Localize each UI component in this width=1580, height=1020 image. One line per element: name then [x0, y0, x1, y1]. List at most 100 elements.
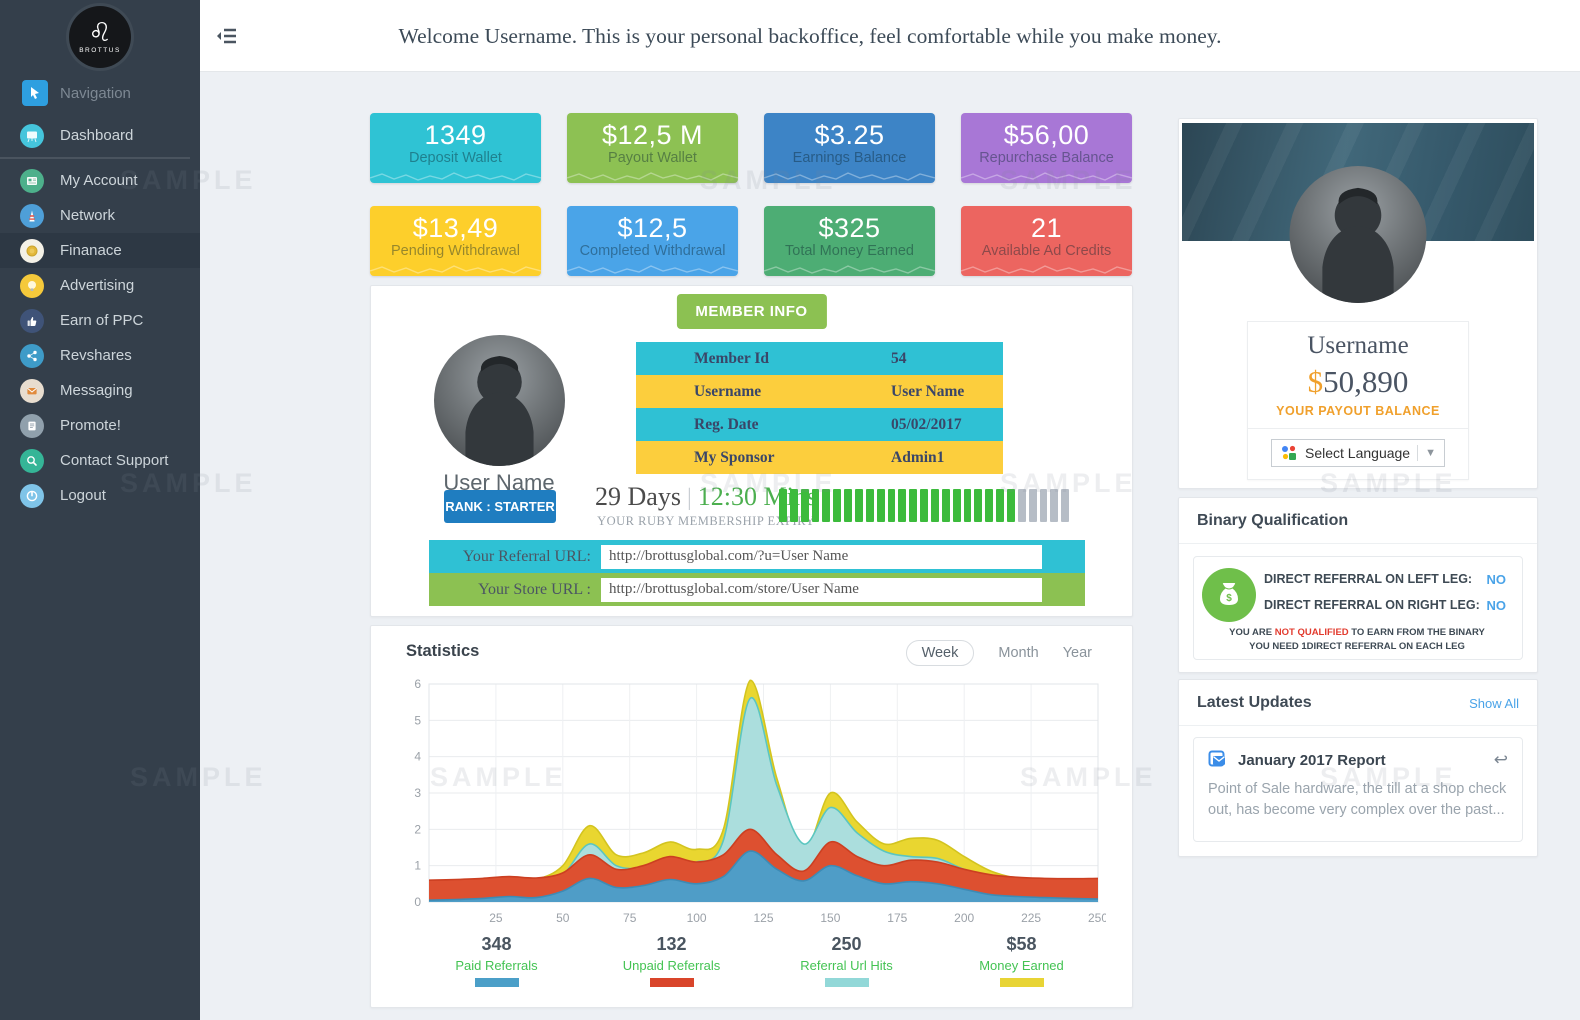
- progress-segment: [1050, 489, 1059, 522]
- sidebar-item-dashboard[interactable]: Dashboard: [0, 118, 200, 153]
- right-leg-status: NO: [1486, 597, 1507, 613]
- table-row: Member Id 54: [636, 342, 1003, 375]
- legend-referral-url-hits: 250 Referral Url Hits: [759, 934, 934, 987]
- svg-text:100: 100: [687, 911, 707, 925]
- table-row: Reg. Date 05/02/2017: [636, 408, 1003, 441]
- member-avatar: [434, 335, 565, 466]
- sidebar-item-my-account[interactable]: My Account: [0, 163, 200, 198]
- tab-year[interactable]: Year: [1062, 645, 1092, 661]
- stat-card-repurchase-balance[interactable]: $56,00 Repurchase Balance: [961, 113, 1132, 183]
- store-url-input[interactable]: [601, 577, 1042, 602]
- stat-card-pending-withdrawal[interactable]: $13,49 Pending Withdrawal: [370, 206, 541, 276]
- payout-balance-caption: YOUR PAYOUT BALANCE: [1276, 404, 1440, 418]
- progress-segment: [844, 489, 853, 522]
- sidebar-item-messaging[interactable]: Messaging: [0, 373, 200, 408]
- right-leg-row: DIRECT REFERRAL ON RIGHT LEG: NO: [1264, 592, 1512, 618]
- table-row: My Sponsor Admin1: [636, 441, 1003, 474]
- legend-swatch: [474, 978, 519, 987]
- svg-text:0: 0: [414, 895, 421, 909]
- chart-legend: 348 Paid Referrals 132 Unpaid Referrals …: [409, 934, 1109, 987]
- svg-text:1: 1: [414, 859, 421, 873]
- svg-text:150: 150: [820, 911, 840, 925]
- progress-segment: [865, 489, 874, 522]
- update-card[interactable]: January 2017 Report ↩ Point of Sale hard…: [1193, 737, 1523, 842]
- promote-icon: [20, 413, 44, 438]
- expiry-caption: YOUR RUBY MEMBERSHIP EXPIRY: [597, 514, 815, 528]
- member-info-badge: MEMBER INFO: [676, 294, 827, 329]
- sidebar-item-promote[interactable]: Promote!: [0, 408, 200, 443]
- sparkline-icon: [567, 265, 738, 274]
- messaging-icon: [20, 378, 44, 403]
- sparkline-icon: [764, 172, 935, 181]
- logout-icon: [20, 483, 44, 508]
- sidebar-item-contact-support[interactable]: Contact Support: [0, 443, 200, 478]
- logo-text: BROTTUS: [79, 47, 121, 54]
- svg-text:25: 25: [489, 911, 503, 925]
- dashboard-icon: [20, 123, 44, 148]
- sidebar-item-network[interactable]: Network: [0, 198, 200, 233]
- svg-text:175: 175: [887, 911, 907, 925]
- referral-url-row: Your Referral URL:: [429, 540, 1085, 573]
- legend-money-earned: $58 Money Earned: [934, 934, 1109, 987]
- statistics-tabs: Week Month Year: [905, 640, 1092, 666]
- show-all-link[interactable]: Show All: [1469, 696, 1519, 711]
- svg-text:75: 75: [623, 911, 637, 925]
- table-row: Username User Name: [636, 375, 1003, 408]
- progress-segment: [1061, 489, 1070, 522]
- stat-card-deposit-wallet[interactable]: 1349 Deposit Wallet: [370, 113, 541, 183]
- sidebar-item-earn-of-ppc[interactable]: Earn of PPC: [0, 303, 200, 338]
- svg-text:5: 5: [414, 713, 421, 727]
- account-icon: [20, 168, 44, 193]
- binary-qualification-card: $ DIRECT REFERRAL ON LEFT LEG: NO DIRECT…: [1193, 556, 1523, 660]
- binary-qualification-panel: Binary Qualification $ DIRECT REFERRAL O…: [1178, 497, 1538, 673]
- legend-swatch: [649, 978, 694, 987]
- member-info-panel: MEMBER INFO User Name RANK : STARTER Mem…: [370, 285, 1133, 617]
- progress-segment: [811, 489, 820, 522]
- sidebar-divider: [0, 157, 190, 159]
- revshares-icon: [20, 343, 44, 368]
- tab-month[interactable]: Month: [998, 645, 1039, 661]
- statistics-chart: 0 1 2 3 4 5 6 25 50 75 100 125 150 175 200 225 250: [414, 677, 1106, 925]
- member-info-table: Member Id 54 Username User Name Reg. Dat…: [636, 342, 1003, 474]
- select-language-dropdown[interactable]: Select Language ▼: [1271, 439, 1445, 467]
- earn-ppc-icon: [20, 308, 44, 333]
- update-title: January 2017 Report: [1238, 751, 1386, 769]
- payout-balance: $50,890: [1307, 364, 1409, 399]
- svg-text:3: 3: [414, 786, 421, 800]
- stat-card-total-money-earned[interactable]: $325 Total Money Earned: [764, 206, 935, 276]
- network-icon: [20, 203, 44, 228]
- svg-text:$: $: [1226, 593, 1232, 604]
- progress-segment: [920, 489, 929, 522]
- svg-text:2: 2: [414, 822, 421, 836]
- referral-url-input[interactable]: [601, 544, 1042, 569]
- update-body: Point of Sale hardware, the till at a sh…: [1208, 781, 1507, 819]
- legend-unpaid-referrals: 132 Unpaid Referrals: [584, 934, 759, 987]
- rank-button[interactable]: RANK : STARTER: [444, 490, 556, 523]
- progress-segment: [941, 489, 950, 522]
- progress-segment: [931, 489, 939, 522]
- brottus-logo: ♌ BROTTUS: [69, 6, 131, 68]
- stat-card-earnings-balance[interactable]: $3.25 Earnings Balance: [764, 113, 935, 183]
- reply-icon[interactable]: ↩: [1493, 750, 1508, 770]
- store-url-row: Your Store URL :: [429, 573, 1085, 606]
- profile-avatar: [1289, 166, 1427, 303]
- sidebar-toggle-icon[interactable]: [216, 26, 238, 46]
- sidebar-item-logout[interactable]: Logout: [0, 478, 200, 513]
- stat-card-available-ad-credits[interactable]: 21 Available Ad Credits: [961, 206, 1132, 276]
- legend-swatch: [824, 978, 869, 987]
- sparkline-icon: [961, 172, 1132, 181]
- progress-segment: [800, 489, 809, 522]
- money-bag-icon: $: [1202, 568, 1256, 622]
- profile-panel: Username $50,890 YOUR PAYOUT BALANCE Sel…: [1178, 118, 1538, 489]
- svg-text:6: 6: [414, 677, 421, 691]
- sidebar-item-advertising[interactable]: Advertising: [0, 268, 200, 303]
- finance-icon: [20, 238, 44, 263]
- latest-updates-title: Latest Updates: [1197, 694, 1312, 711]
- sidebar-item-revshares[interactable]: Revshares: [0, 338, 200, 373]
- stat-card-completed-withdrawal[interactable]: $12,5 Completed Withdrawal: [567, 206, 738, 276]
- sidebar-item-finance[interactable]: Finanace: [0, 233, 200, 268]
- stat-card-payout-wallet[interactable]: $12,5 M Payout Wallet: [567, 113, 738, 183]
- tab-week[interactable]: Week: [905, 640, 975, 666]
- progress-segment: [898, 489, 907, 522]
- lion-logo-icon: ♌: [88, 18, 112, 48]
